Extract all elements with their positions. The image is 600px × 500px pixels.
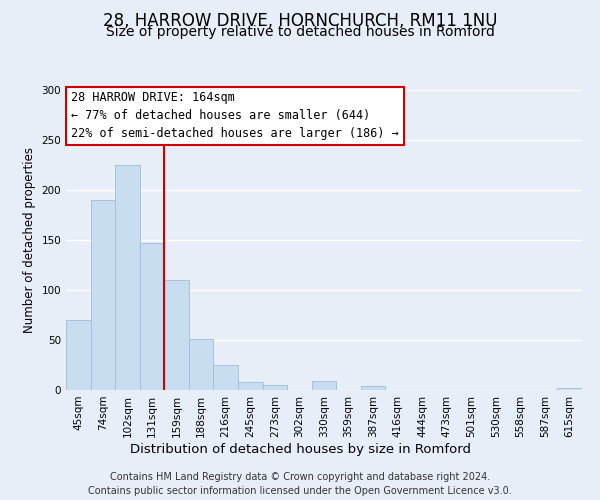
Text: Size of property relative to detached houses in Romford: Size of property relative to detached ho… xyxy=(106,25,494,39)
Bar xyxy=(557,388,582,390)
Bar xyxy=(312,381,336,390)
Text: Contains HM Land Registry data © Crown copyright and database right 2024.: Contains HM Land Registry data © Crown c… xyxy=(110,472,490,482)
Y-axis label: Number of detached properties: Number of detached properties xyxy=(23,147,36,333)
Bar xyxy=(66,320,91,390)
Bar xyxy=(263,385,287,390)
Bar xyxy=(115,165,140,390)
Text: Contains public sector information licensed under the Open Government Licence v3: Contains public sector information licen… xyxy=(88,486,512,496)
Bar xyxy=(238,382,263,390)
Text: 28, HARROW DRIVE, HORNCHURCH, RM11 1NU: 28, HARROW DRIVE, HORNCHURCH, RM11 1NU xyxy=(103,12,497,30)
Bar xyxy=(140,243,164,390)
Text: 28 HARROW DRIVE: 164sqm
← 77% of detached houses are smaller (644)
22% of semi-d: 28 HARROW DRIVE: 164sqm ← 77% of detache… xyxy=(71,92,399,140)
Bar xyxy=(189,339,214,390)
Bar xyxy=(214,365,238,390)
Bar xyxy=(361,386,385,390)
Text: Distribution of detached houses by size in Romford: Distribution of detached houses by size … xyxy=(130,442,470,456)
Bar xyxy=(91,200,115,390)
Bar xyxy=(164,280,189,390)
